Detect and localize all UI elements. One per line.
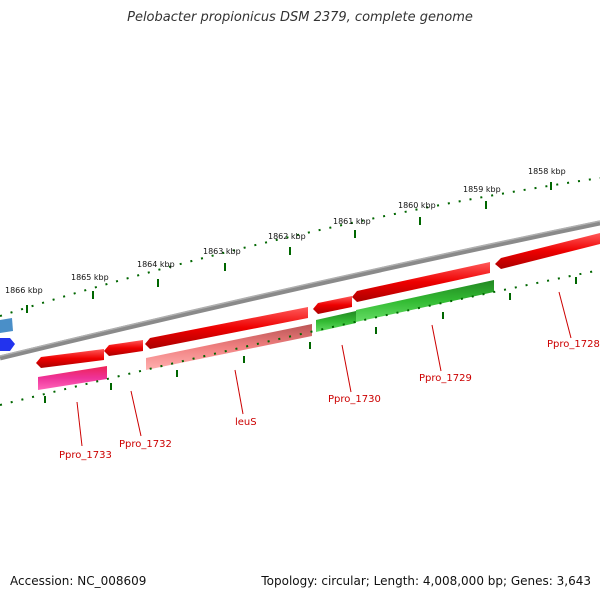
lower-track bbox=[0, 269, 600, 406]
label-connectors bbox=[76, 291, 572, 447]
gene-label: Ppro_1728 bbox=[547, 339, 600, 350]
gene-label: Ppro_1730 bbox=[328, 394, 381, 405]
scale-label: 1864 kbp bbox=[137, 260, 175, 269]
scale-label: 1866 kbp bbox=[5, 286, 43, 295]
map-title: Pelobacter propionicus DSM 2379, complet… bbox=[127, 10, 473, 25]
topology-text: Topology: circular; Length: 4,008,000 bp… bbox=[261, 574, 591, 588]
scale-label: 1861 kbp bbox=[333, 217, 371, 226]
gene-ppro-1729[interactable] bbox=[352, 262, 490, 302]
scale-label: 1858 kbp bbox=[528, 167, 566, 176]
scale-label: 1863 kbp bbox=[203, 247, 241, 256]
feature-leus-rna[interactable] bbox=[146, 324, 312, 370]
gene-label: leuS bbox=[235, 417, 257, 428]
gene-ppro-1732[interactable] bbox=[104, 340, 143, 356]
scale-major-ticks bbox=[26, 182, 552, 313]
gene-ppro-1733[interactable] bbox=[36, 349, 104, 368]
lower-track-ticks bbox=[44, 277, 577, 403]
gene-leus[interactable] bbox=[145, 307, 308, 349]
gene-ppro-1730[interactable] bbox=[313, 296, 352, 314]
scale-label: 1860 kbp bbox=[398, 201, 436, 210]
feature-ppro-1733-reverse[interactable] bbox=[38, 366, 107, 390]
scale-label: 1859 kbp bbox=[463, 185, 501, 194]
gene-label: Ppro_1733 bbox=[59, 450, 112, 461]
gene-label: Ppro_1729 bbox=[419, 373, 472, 384]
accession-text: Accession: NC_008609 bbox=[10, 574, 147, 588]
blue-feature[interactable] bbox=[0, 338, 15, 351]
scale-label: 1865 kbp bbox=[71, 273, 109, 282]
gene-ppro-1728[interactable] bbox=[495, 233, 600, 269]
gene-label: Ppro_1732 bbox=[119, 439, 172, 450]
genome-backbone bbox=[0, 220, 600, 361]
blue-feature[interactable] bbox=[0, 318, 13, 333]
scale-label: 1862 kbp bbox=[268, 232, 306, 241]
feature-ppro-1729-reverse[interactable] bbox=[356, 280, 494, 322]
feature-ppro-1730-reverse[interactable] bbox=[316, 311, 356, 332]
